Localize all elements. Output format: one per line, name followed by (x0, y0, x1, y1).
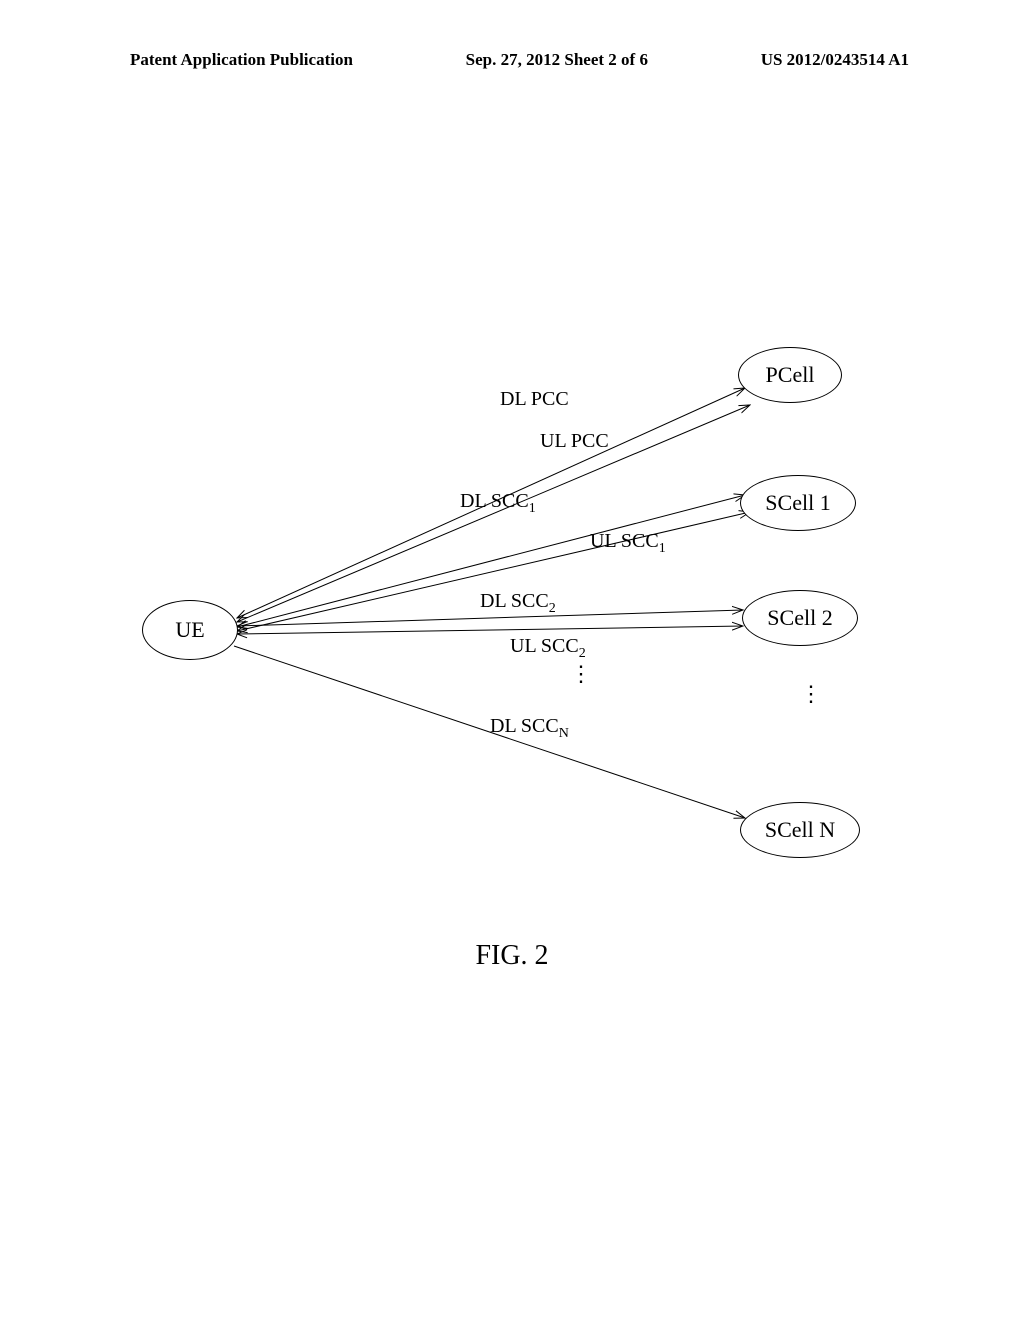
node-ue-label: UE (175, 617, 204, 643)
header-right: US 2012/0243514 A1 (761, 50, 909, 70)
page-header: Patent Application Publication Sep. 27, … (0, 50, 1024, 70)
node-scell1: SCell 1 (740, 475, 856, 531)
diagram: UE PCell SCell 1 SCell 2 SCell N DL PCC … (0, 300, 1024, 900)
figure-caption: FIG. 2 (0, 940, 1024, 972)
label-dl-pcc: DL PCC (500, 388, 569, 415)
node-pcell: PCell (738, 347, 842, 403)
node-scell1-label: SCell 1 (765, 490, 830, 516)
label-dl-sccn: DL SCCN (490, 715, 569, 742)
label-dl-scc2: DL SCC2 (480, 590, 556, 617)
node-pcell-label: PCell (766, 362, 815, 388)
header-center: Sep. 27, 2012 Sheet 2 of 6 (466, 50, 648, 70)
label-ul-scc1: UL SCC1 (590, 530, 666, 557)
label-ul-scc2: UL SCC2 (510, 635, 586, 662)
label-ul-pcc: UL PCC (540, 430, 609, 457)
vertical-dots-labels: ⋮ (570, 660, 592, 689)
node-scelln-label: SCell N (765, 817, 835, 843)
node-scell2-label: SCell 2 (767, 605, 832, 631)
node-scelln: SCell N (740, 802, 860, 858)
label-dl-scc1: DL SCC1 (460, 490, 536, 517)
header-left: Patent Application Publication (130, 50, 353, 70)
node-ue: UE (142, 600, 238, 660)
vertical-dots-cells: ⋮ (800, 680, 822, 709)
node-scell2: SCell 2 (742, 590, 858, 646)
